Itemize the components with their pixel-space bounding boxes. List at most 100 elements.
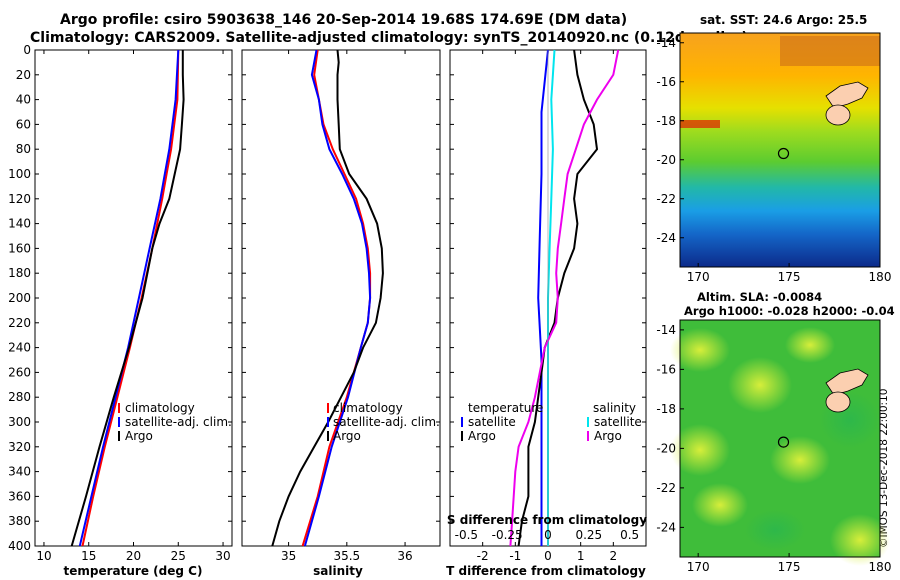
temperature-lines <box>70 49 185 547</box>
s-tick-label: 0.25 <box>575 528 602 542</box>
salinity-legend: climatology satellite-adj. clim. Argo <box>327 401 440 443</box>
lat-tick-label: -24 <box>656 231 676 245</box>
salinity-x-axis: 35 35.5 36 <box>281 50 413 563</box>
s-tick-label: 0.5 <box>620 528 639 542</box>
sst-map: 170 175 180 -14 -16 -18 -20 -22 -24 <box>656 32 891 284</box>
lat-tick-label: -24 <box>656 520 676 534</box>
salinity-xlabel: salinity <box>313 564 363 578</box>
s-tick-label: -0.25 <box>492 528 523 542</box>
sla-high-blob <box>770 436 830 484</box>
series-line-satellite-adj-clim- <box>303 49 372 547</box>
lon-tick-label: 175 <box>778 270 801 284</box>
sla-map-title-line2: Argo h1000: -0.028 h2000: -0.04 <box>684 304 895 318</box>
x-tick-label: -1 <box>509 549 521 563</box>
x-tick-label: 0 <box>544 549 552 563</box>
legend-label-sal-argo: Argo <box>594 429 622 443</box>
temperature-x-axis: 10 15 20 25 30 <box>36 50 231 563</box>
legend-title-salinity: salinity <box>593 401 636 415</box>
series-line-salinity-argo <box>509 49 620 547</box>
x-tick-label: -2 <box>477 549 489 563</box>
depth-tick-label: 360 <box>8 489 31 503</box>
x-tick-label: 10 <box>36 549 51 563</box>
sla-map-axes: 170 175 180 -14 -16 -18 -20 -22 -24 <box>656 323 891 574</box>
legend-label-climatology: climatology <box>125 401 195 415</box>
argo-float-marker <box>777 436 790 448</box>
s-tick-label: -0.5 <box>455 528 478 542</box>
sla-high-blob <box>670 328 730 372</box>
lon-tick-label: 170 <box>687 270 710 284</box>
legend-title-temperature: temperature <box>468 401 543 415</box>
salinity-lines <box>271 49 384 547</box>
x-tick-label: 20 <box>126 549 141 563</box>
depth-tick-label: 140 <box>8 217 31 231</box>
lat-tick-label: -22 <box>656 192 676 206</box>
sst-map-axes: 170 175 180 -14 -16 -18 -20 -22 -24 <box>656 36 891 284</box>
x-tick-label: 1 <box>577 549 585 563</box>
legend-label-argo: Argo <box>333 429 361 443</box>
depth-tick-label: 40 <box>16 93 31 107</box>
depth-tick-label: 20 <box>16 68 31 82</box>
x-tick-label: 25 <box>171 549 186 563</box>
depth-tick-label: 120 <box>8 192 31 206</box>
x-tick-label: 35.5 <box>333 549 360 563</box>
sst-warm-patch <box>780 36 880 66</box>
salinity-plot-frame <box>241 49 441 547</box>
depth-tick-label: 240 <box>8 341 31 355</box>
salinity-panel: 35 35.5 36 climatology satellite-adj. clim… <box>241 49 441 578</box>
legend-label-temp-satellite: satellite <box>468 415 516 429</box>
x-tick-label: 30 <box>215 549 230 563</box>
lat-tick-label: -14 <box>656 323 676 337</box>
sst-map-title: sat. SST: 24.6 Argo: 25.5 <box>700 13 868 27</box>
figure-title-line2: Climatology: CARS2009. Satellite-adjuste… <box>30 30 748 46</box>
depth-tick-label: 400 <box>8 539 31 553</box>
series-line-satellite-adj-clim- <box>78 49 180 547</box>
lat-tick-label: -14 <box>656 36 676 50</box>
lat-tick-label: -16 <box>656 362 676 376</box>
sla-map-frame <box>679 319 881 558</box>
series-line-argo <box>70 50 185 547</box>
argo-float-marker <box>777 147 790 160</box>
depth-tick-label: 340 <box>8 465 31 479</box>
depth-tick-label: 380 <box>8 514 31 528</box>
lat-tick-label: -20 <box>656 441 676 455</box>
depth-axis: 0 20 40 60 80 100 120 140 160 180 200 220 240 260 280 3… <box>8 43 31 553</box>
x-tick-label: 2 <box>610 549 618 563</box>
sst-red-strip <box>680 120 720 128</box>
sst-map-frame <box>679 32 881 268</box>
legend-label-climatology: climatology <box>333 401 403 415</box>
t-difference-xlabel: T difference from climatology <box>446 564 646 578</box>
depth-tick-label: 220 <box>8 316 31 330</box>
sla-high-blob <box>728 357 792 413</box>
depth-tick-label: 80 <box>16 142 31 156</box>
depth-tick-label: 0 <box>23 43 31 57</box>
s-difference-x-axis: -0.5 -0.25 0 0.25 0.5 <box>455 528 640 542</box>
temperature-legend: climatology satellite-adj. clim. Argo <box>118 401 232 443</box>
lat-tick-label: -20 <box>656 153 676 167</box>
lat-tick-label: -16 <box>656 75 676 89</box>
depth-tick-label: 160 <box>8 241 31 255</box>
depth-tick-label: 280 <box>8 390 31 404</box>
sla-high-blob <box>830 514 890 566</box>
lat-tick-label: -18 <box>656 402 676 416</box>
temperature-panel: 0 20 40 60 80 100 120 140 160 180 200 220 240 260 280 3… <box>8 43 233 578</box>
depth-tick-label: 320 <box>8 440 31 454</box>
lon-tick-label: 180 <box>869 560 892 574</box>
depth-tick-label: 60 <box>16 117 31 131</box>
difference-legend: temperature satellite Argo salinity sate… <box>461 401 642 443</box>
sla-high-blob <box>785 327 835 363</box>
lon-tick-label: 170 <box>687 560 710 574</box>
sla-high-blob <box>670 424 730 476</box>
lat-tick-label: -18 <box>656 114 676 128</box>
difference-lines <box>509 49 620 547</box>
series-line-argo <box>271 49 384 547</box>
depth-tick-label: 260 <box>8 365 31 379</box>
sla-map: 170 175 180 -14 -16 -18 -20 -22 -24 <box>656 319 891 574</box>
depth-tick-label: 200 <box>8 291 31 305</box>
series-line-temperature-satellite <box>537 49 549 546</box>
viti-levu-island <box>825 104 851 126</box>
lon-tick-label: 180 <box>869 270 892 284</box>
temperature-plot-frame <box>34 49 233 547</box>
s-difference-xlabel: S difference from climatology <box>447 513 647 527</box>
legend-label-argo: Argo <box>125 429 153 443</box>
